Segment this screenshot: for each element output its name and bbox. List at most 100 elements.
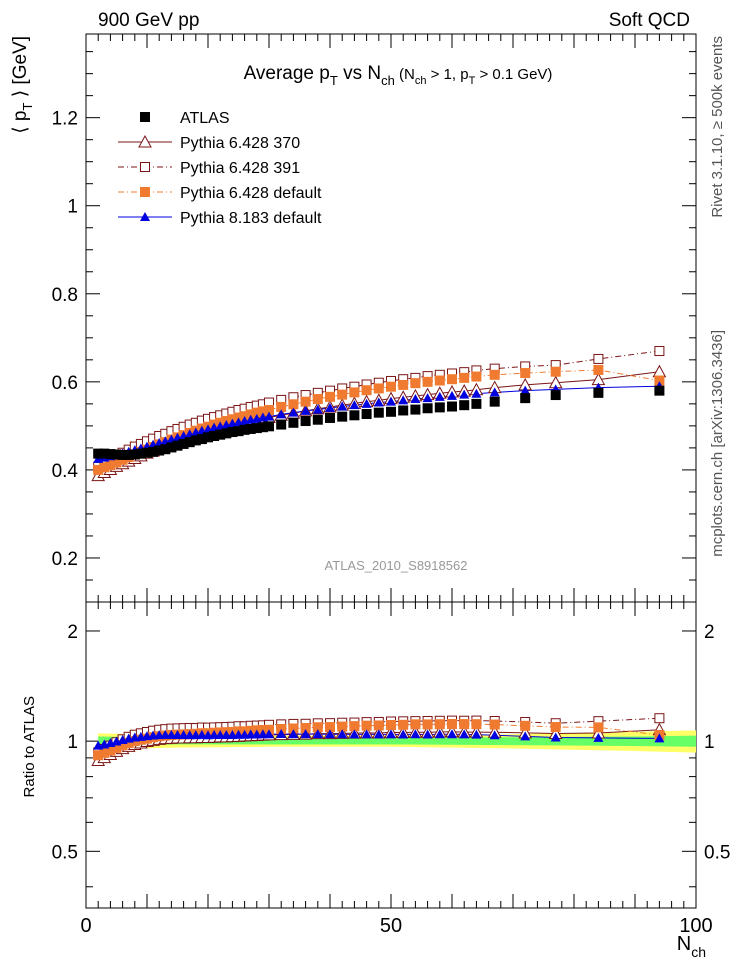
pythia-6-428-default-ratio-point — [361, 720, 372, 731]
atlas-point — [593, 387, 604, 398]
pythia-8-183-default-point — [489, 387, 500, 397]
pythia-6-428-default-point — [264, 405, 274, 416]
pythia-6-428-default-point — [593, 364, 604, 375]
pythia-8-183-default-ratio-point — [447, 729, 457, 739]
atlas-point — [410, 404, 421, 415]
pythia-8-183-default-point — [325, 402, 335, 412]
header-left: 900 GeV pp — [98, 10, 199, 31]
legend-label-atlas: ATLAS — [180, 110, 230, 127]
pythia-6-428-default-point — [93, 464, 104, 475]
pythia-6-428-default-ratio-point — [276, 723, 287, 734]
title-sub2: ch — [381, 73, 395, 88]
pythia-6-428-default-ratio-point — [471, 719, 482, 730]
pythia-6-428-default-ratio-point — [434, 719, 445, 730]
title-cut-c: > 0.1 GeV) — [475, 66, 552, 83]
pythia-6-428-default-point — [489, 369, 500, 380]
pythia-6-428-default-ratio-point — [300, 723, 311, 734]
pythia-6-428-default-point — [361, 385, 372, 396]
atlas-point — [233, 426, 244, 437]
pythia-6-428-default-point — [520, 368, 531, 379]
title-cut-b: > 1, p — [426, 66, 468, 83]
atlas-point — [361, 408, 372, 419]
pythia-6-428-391-point — [593, 353, 604, 364]
analysis-watermark: ATLAS_2010_S8918562 — [325, 558, 468, 573]
x-tick-label: 100 — [679, 915, 712, 937]
pythia-8-183-default-point — [520, 385, 531, 395]
pythia-6-428-391-point — [654, 346, 665, 357]
main-y-tick-label: 0.8 — [52, 285, 78, 306]
atlas-point — [221, 428, 232, 439]
pythia-6-428-default-point — [654, 375, 665, 386]
atlas-point — [154, 445, 165, 456]
atlas-point — [257, 422, 268, 433]
atlas-point — [459, 400, 470, 411]
pythia-8-183-default-point — [459, 389, 470, 399]
main-plot-frame — [85, 33, 697, 603]
atlas-point — [209, 431, 220, 442]
pythia-6-428-default-ratio-point — [93, 750, 104, 761]
pythia-6-428-default-ratio-point — [550, 722, 561, 733]
pythia-8-183-default-ratio-point — [459, 729, 470, 739]
pythia-6-428-default-point — [300, 396, 311, 407]
pythia-8-183-default-ratio-point — [550, 732, 561, 742]
pythia-6-428-default-ratio-point — [489, 719, 500, 730]
main-y-tick-label: 0.6 — [52, 373, 78, 394]
xlabel-sub: ch — [691, 944, 706, 960]
pythia-6-428-default-point — [276, 401, 287, 412]
main-title: Average pT vs Nch (Nch > 1, pT > 0.1 GeV… — [244, 63, 553, 88]
atlas-point — [373, 407, 384, 418]
pythia-6-428-default-point — [288, 399, 299, 410]
atlas-point — [142, 447, 152, 458]
ratio-y-tick-label-right: 1 — [704, 732, 715, 753]
atlas-point — [178, 438, 189, 449]
atlas-point — [654, 385, 665, 396]
atlas-point — [520, 393, 531, 404]
ratio-y-tick-label-right: 0.5 — [704, 842, 730, 863]
pythia-8-183-default-ratio-point — [520, 731, 531, 741]
pythia-6-428-default-point — [325, 391, 335, 402]
atlas-point — [434, 402, 445, 413]
pythia-6-428-default-ratio-point — [447, 718, 457, 729]
atlas-point — [300, 416, 311, 427]
atlas-point — [447, 401, 457, 412]
pythia-6-428-default-ratio-point — [99, 747, 110, 758]
pythia-6-428-default-ratio-point — [459, 719, 470, 730]
main-y-tick-label: 0.4 — [52, 461, 79, 482]
pythia-6-428-370-point — [652, 364, 667, 378]
atlas-point — [123, 449, 134, 460]
pythia-6-428-default-point — [471, 371, 482, 382]
atlas-point — [129, 449, 140, 460]
ratio-plot-frame — [85, 601, 697, 909]
atlas-point — [203, 432, 213, 443]
pythia-6-428-default-point — [459, 372, 470, 383]
pythia-8-183-default-ratio-point — [325, 729, 335, 739]
pythia-6-428-default-point — [257, 406, 268, 417]
pythia-6-428-default-point — [422, 376, 433, 387]
main-y-tick-label: 1.2 — [52, 109, 78, 130]
ylabel-a: ⟨ p — [10, 111, 31, 134]
legend-marker-pythia-6-428-default — [140, 187, 150, 197]
title-cut-sub-b: T — [469, 75, 476, 87]
pythia-6-428-default-ratio-point — [349, 721, 360, 732]
pythia-8-183-default-point — [386, 396, 396, 406]
pythia-6-428-default-point — [386, 381, 396, 392]
pythia-6-428-default-ratio-point — [422, 719, 433, 730]
atlas-point — [111, 449, 122, 460]
pythia-8-183-default-point — [264, 411, 274, 421]
main-y-label: ⟨ pT ⟩ [GeV] — [10, 36, 35, 134]
pythia-6-428-default-point — [410, 378, 421, 389]
pythia-8-183-default-point — [312, 404, 323, 414]
pythia-8-183-default-point — [471, 388, 482, 398]
pythia-8-183-default-point — [300, 405, 311, 415]
pythia-8-183-default-ratio-point — [410, 729, 421, 739]
pythia-6-428-default-point — [349, 387, 360, 398]
ratio-y-label: Ratio to ATLAS — [21, 696, 38, 797]
pythia-8-183-default-ratio-point — [654, 733, 665, 743]
atlas-point — [166, 442, 177, 453]
axis-ticks: 0.2 0.4 0.6 0.8 1 1.2 0 50 100 0.5 0.5 1 1 2 2 — [52, 34, 730, 937]
pythia-8-183-default-point — [434, 391, 445, 401]
pythia-8-183-default-ratio-point — [196, 729, 207, 739]
pythia-6-428-default-point — [373, 383, 384, 394]
pythia-6-428-default-point — [111, 457, 122, 468]
